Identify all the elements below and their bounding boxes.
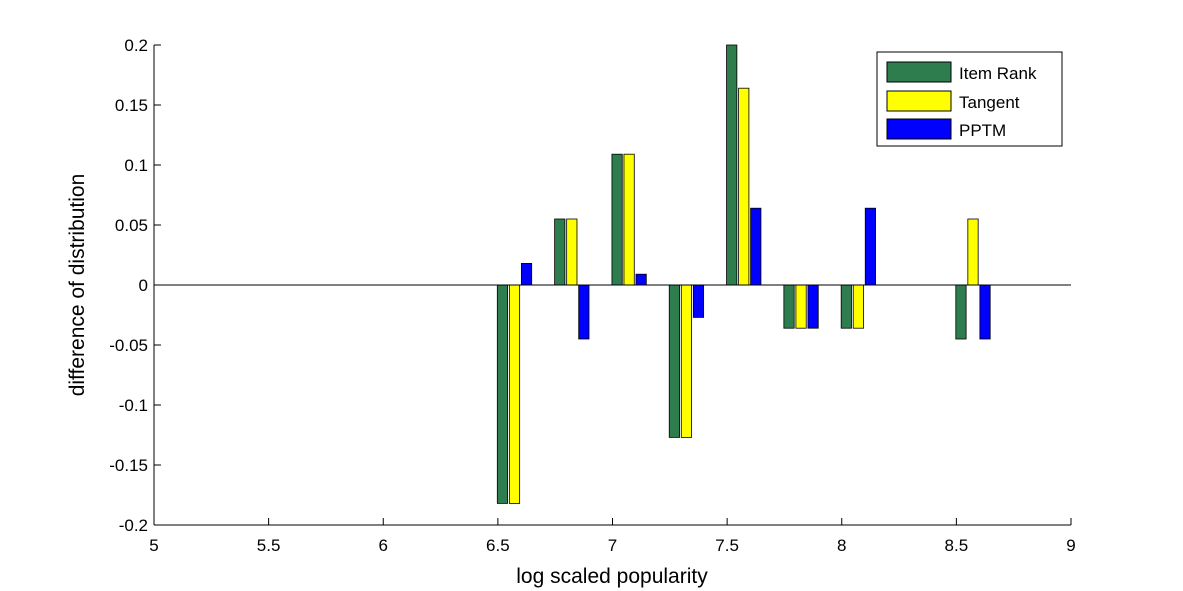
bar-pptm-4 [750, 207, 762, 286]
bar-pptm-7 [979, 284, 991, 340]
y-tick-label: -0.1 [119, 396, 148, 415]
x-tick-label: 5 [149, 536, 158, 555]
bar-tangent-7 [967, 218, 979, 286]
y-tick-label: 0 [139, 276, 148, 295]
y-axis-label: difference of distribution [66, 174, 89, 397]
x-tick-label: 9 [1066, 536, 1075, 555]
y-tick-label: 0.05 [115, 216, 148, 235]
bar-tangent-6 [852, 284, 864, 329]
bar-item-rank-3 [668, 284, 680, 438]
legend-label-item-rank: Item Rank [959, 64, 1037, 83]
bar-tangent-0 [508, 284, 521, 504]
y-tick-label: 0.1 [124, 156, 148, 175]
bar-pptm-5 [807, 284, 819, 329]
x-tick-label: 7.5 [715, 536, 739, 555]
bar-tangent-2 [623, 153, 635, 286]
bar-item-rank-1 [554, 218, 566, 286]
y-tick-label: 0.15 [115, 96, 148, 115]
bar-tangent-3 [680, 284, 692, 438]
x-tick-label: 5.5 [257, 536, 281, 555]
x-tick-label: 6.5 [486, 536, 510, 555]
x-tick-label: 8 [837, 536, 846, 555]
bar-item-rank-0 [496, 284, 509, 504]
y-tick-label: -0.2 [119, 516, 148, 535]
bar-pptm-6 [864, 207, 876, 286]
bar-item-rank-5 [783, 284, 795, 329]
bar-pptm-0 [520, 262, 533, 286]
bar-item-rank-7 [955, 284, 967, 340]
x-axis-label: log scaled popularity [516, 565, 708, 588]
y-tick-label: -0.15 [109, 456, 148, 475]
bar-item-rank-4 [726, 44, 738, 286]
legend-swatch-tangent [886, 90, 952, 112]
bar-pptm-2 [635, 273, 647, 286]
legend: Item Rank Tangent PPTM [876, 51, 1063, 147]
legend-label-tangent: Tangent [959, 93, 1020, 112]
bar-tangent-1 [566, 218, 578, 286]
bar-item-rank-2 [611, 153, 623, 286]
bar-pptm-1 [578, 284, 590, 340]
x-tick-label: 8.5 [945, 536, 969, 555]
ticks-group: 5 5.5 6 6.5 7 7.5 8 8.5 9 0.2 0.15 0.1 0.05 0 -0.05 -0.… [109, 36, 1075, 555]
bar-tangent-5 [795, 284, 807, 329]
x-tick-label: 7 [608, 536, 617, 555]
bar-tangent-4 [738, 87, 750, 286]
legend-swatch-pptm [886, 118, 952, 140]
bar-pptm-3 [692, 284, 705, 318]
y-tick-label: -0.05 [109, 336, 148, 355]
x-tick-label: 6 [379, 536, 388, 555]
legend-label-pptm: PPTM [959, 121, 1006, 140]
y-tick-label: 0.2 [124, 36, 148, 55]
legend-swatch-item-rank [886, 61, 952, 83]
bar-item-rank-6 [840, 284, 852, 329]
